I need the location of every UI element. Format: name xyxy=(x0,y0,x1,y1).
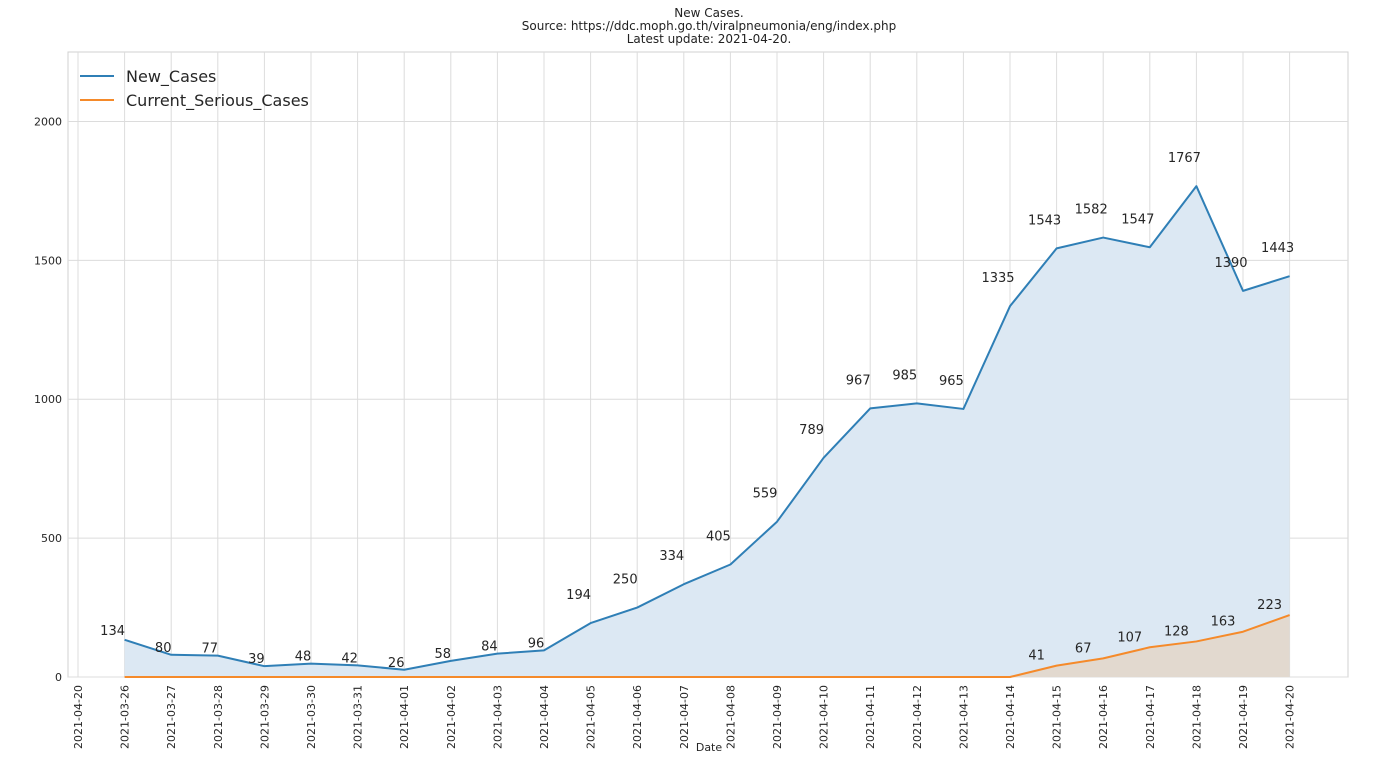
data-label-new-cases: 1335 xyxy=(981,271,1014,286)
y-tick-label: 1000 xyxy=(34,393,62,406)
x-tick-label: 2021-04-20 xyxy=(1284,685,1297,749)
legend-label-current-serious-cases: Current_Serious_Cases xyxy=(126,90,309,110)
x-tick-label: 2021-04-05 xyxy=(585,685,598,749)
data-label-new-cases: 26 xyxy=(388,656,405,671)
x-tick-label: 2021-04-15 xyxy=(1051,685,1064,749)
y-tick-label: 0 xyxy=(55,671,62,684)
data-label-new-cases: 77 xyxy=(202,642,219,657)
x-tick-label: 2021-03-30 xyxy=(305,685,318,749)
x-tick-label: 2021-04-12 xyxy=(911,685,924,749)
x-tick-label: 2021-04-04 xyxy=(538,685,551,749)
data-label-new-cases: 96 xyxy=(528,636,545,651)
series-line-new-cases xyxy=(124,185,1290,671)
data-label-serious-cases: 107 xyxy=(1117,630,1142,645)
data-label-new-cases: 39 xyxy=(248,652,265,667)
chart-title: New Cases. Source: https://ddc.moph.go.t… xyxy=(0,7,1382,46)
title-line-3: Latest update: 2021-04-20. xyxy=(626,32,792,46)
data-label-serious-cases: 128 xyxy=(1164,624,1189,639)
area-fill-serious-cases xyxy=(124,615,1290,677)
data-label-new-cases: 58 xyxy=(435,647,452,662)
y-tick-label: 1500 xyxy=(34,254,62,267)
x-tick-label: 2021-04-10 xyxy=(818,685,831,749)
data-label-serious-cases: 67 xyxy=(1075,641,1092,656)
data-label-new-cases: 985 xyxy=(892,368,917,383)
data-label-new-cases: 967 xyxy=(846,373,871,388)
data-label-new-cases: 1767 xyxy=(1168,151,1201,166)
legend-item-current-serious-cases[interactable]: Current_Serious_Cases xyxy=(80,88,309,112)
x-tick-label: 2021-04-19 xyxy=(1237,685,1250,749)
data-label-serious-cases: 41 xyxy=(1028,649,1045,664)
data-label-new-cases: 965 xyxy=(939,374,964,389)
x-tick-label: 2021-04-16 xyxy=(1097,685,1110,749)
x-tick-label: 2021-04-02 xyxy=(445,685,458,749)
data-label-new-cases: 1547 xyxy=(1121,212,1154,227)
data-label-new-cases: 48 xyxy=(295,650,312,665)
area-fill-new-cases xyxy=(124,186,1290,677)
data-label-new-cases: 194 xyxy=(566,588,591,603)
y-tick-label: 2000 xyxy=(34,115,62,128)
x-tick-label: 2021-03-31 xyxy=(352,685,365,749)
x-tick-label: 2021-04-11 xyxy=(864,685,877,749)
data-label-new-cases: 1390 xyxy=(1214,256,1247,271)
x-tick-label: 2021-04-14 xyxy=(1004,685,1017,749)
legend: New_Cases Current_Serious_Cases xyxy=(80,64,309,112)
title-line-2: Source: https://ddc.moph.go.th/viralpneu… xyxy=(521,19,897,33)
title-line-1: New Cases. xyxy=(674,6,744,20)
data-label-new-cases: 1582 xyxy=(1075,203,1108,218)
x-tick-label: 2021-04-08 xyxy=(724,685,737,749)
data-label-new-cases: 134 xyxy=(100,624,125,639)
data-label-serious-cases: 223 xyxy=(1257,598,1282,613)
legend-item-new-cases[interactable]: New_Cases xyxy=(80,64,309,88)
x-tick-label: 2021-04-17 xyxy=(1144,685,1157,749)
data-label-new-cases: 405 xyxy=(706,530,731,545)
x-tick-label: 2021-04-20 xyxy=(72,685,85,749)
data-label-new-cases: 42 xyxy=(341,651,358,666)
y-tick-label: 500 xyxy=(41,532,62,545)
legend-swatch-new-cases xyxy=(80,75,114,77)
x-tick-label: 2021-04-18 xyxy=(1190,685,1203,749)
data-label-new-cases: 80 xyxy=(155,641,172,656)
data-label-serious-cases: 163 xyxy=(1211,615,1236,630)
x-tick-label: 2021-04-03 xyxy=(491,685,504,749)
x-tick-label: 2021-03-29 xyxy=(258,685,271,749)
data-label-new-cases: 84 xyxy=(481,640,498,655)
data-label-new-cases: 1443 xyxy=(1261,241,1294,256)
x-tick-label: 2021-04-13 xyxy=(957,685,970,749)
legend-label-new-cases: New_Cases xyxy=(126,66,217,86)
x-tick-label: 2021-03-27 xyxy=(165,685,178,749)
legend-swatch-current-serious-cases xyxy=(80,99,114,101)
x-axis-label: Date xyxy=(696,741,723,754)
x-tick-label: 2021-04-07 xyxy=(678,685,691,749)
x-tick-label: 2021-03-28 xyxy=(212,685,225,749)
x-tick-label: 2021-04-09 xyxy=(771,685,784,749)
x-tick-label: 2021-04-06 xyxy=(631,685,644,749)
data-label-new-cases: 1543 xyxy=(1028,213,1061,228)
data-label-new-cases: 559 xyxy=(753,487,778,502)
data-label-new-cases: 334 xyxy=(659,549,684,564)
x-tick-label: 2021-03-26 xyxy=(119,685,132,749)
data-label-new-cases: 250 xyxy=(613,573,638,588)
x-tick-label: 2021-04-01 xyxy=(398,685,411,749)
series-line-serious-cases xyxy=(124,614,1290,678)
data-label-new-cases: 789 xyxy=(799,423,824,438)
